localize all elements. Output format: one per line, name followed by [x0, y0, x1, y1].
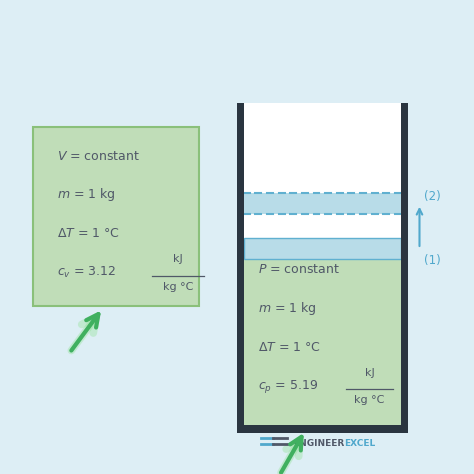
Text: $\Delta T$ = 1 °C: $\Delta T$ = 1 °C: [57, 227, 120, 240]
Bar: [237, 425, 408, 433]
Text: $m$ = 1 kg: $m$ = 1 kg: [57, 186, 116, 203]
Bar: [33, 127, 199, 306]
Bar: [401, 103, 408, 433]
Text: $c_v$ = 3.12: $c_v$ = 3.12: [57, 264, 116, 280]
Text: kg °C: kg °C: [354, 395, 384, 405]
Bar: [244, 214, 401, 238]
Text: kg °C: kg °C: [163, 282, 193, 292]
Bar: [244, 193, 401, 214]
Text: (1): (1): [424, 254, 441, 267]
Text: (2): (2): [424, 191, 441, 203]
Text: EXCEL: EXCEL: [344, 438, 375, 447]
Text: kJ: kJ: [365, 368, 374, 378]
Text: $V$ = constant: $V$ = constant: [57, 150, 140, 163]
Text: $\Delta T$ = 1 °C: $\Delta T$ = 1 °C: [258, 341, 321, 354]
Bar: [244, 259, 401, 425]
Text: kJ: kJ: [173, 255, 182, 264]
Bar: [244, 238, 401, 259]
Text: $c_p$ = 5.19: $c_p$ = 5.19: [258, 378, 318, 395]
Text: $m$ = 1 kg: $m$ = 1 kg: [258, 300, 317, 317]
Text: ENGINEER: ENGINEER: [293, 438, 344, 447]
Text: $P$ = constant: $P$ = constant: [258, 264, 340, 276]
Bar: [244, 103, 401, 193]
Bar: [237, 103, 244, 433]
